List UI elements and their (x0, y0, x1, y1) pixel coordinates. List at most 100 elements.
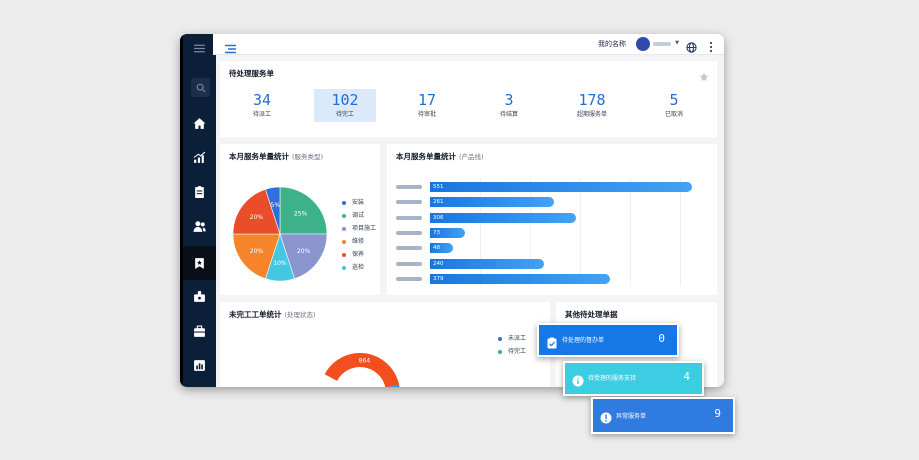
pie-slice[interactable] (232, 233, 281, 280)
pending-orders-title: 待处理服务单 (229, 69, 274, 78)
stat-label: 已取消 (664, 111, 683, 118)
floater-label: 异常服务单 (616, 413, 647, 420)
chevron-down-icon[interactable]: ▼ (675, 40, 679, 46)
stat-overdue-orders[interactable]: 178 超期服务单 (561, 89, 623, 122)
stat-value: 17 (417, 91, 437, 109)
legend-label: 安装 (352, 199, 365, 206)
pie-slice-label: 20% (250, 214, 264, 221)
trend-chart-icon[interactable] (183, 143, 216, 171)
unfinished-legend: 未派工 待完工 (498, 332, 526, 358)
legend-label: 待完工 (508, 348, 527, 355)
star-icon[interactable] (699, 67, 709, 82)
pie-slice-label: 5% (271, 202, 281, 209)
product-line-title: 本月服务单量统计 (产品线) (396, 152, 484, 161)
bar-value-label: 379 (433, 275, 444, 282)
legend-label: 维修 (352, 238, 365, 245)
stat-value: 3 (504, 91, 514, 109)
clipboard-icon (546, 334, 558, 349)
clipboard-icon[interactable] (183, 177, 216, 205)
legend-item[interactable]: 调试 (342, 209, 376, 222)
stat-label: 超期服务单 (576, 111, 607, 118)
badge-icon[interactable] (183, 282, 216, 310)
avatar[interactable] (636, 37, 650, 51)
floater-count: 0 (658, 332, 665, 345)
report-icon[interactable] (183, 351, 216, 379)
bar-category-placeholder (396, 230, 422, 235)
bar[interactable]: 379 (430, 273, 611, 284)
bar[interactable]: 48 (430, 243, 453, 254)
stat-label: 待审批 (417, 111, 436, 118)
legend-label: 巡检 (352, 264, 365, 271)
user-name[interactable]: 我的名称 (598, 40, 626, 48)
users-icon[interactable] (183, 212, 216, 240)
donut-slice-label: 864 (359, 357, 371, 364)
legend-item[interactable]: 项目施工 (342, 222, 376, 235)
globe-icon[interactable] (686, 38, 697, 53)
service-type-card: 本月服务单量统计 (服务类型) 25% 20% 10% 20% 20% 5% 安装 调试 项目施… (220, 144, 380, 295)
bookmark-icon[interactable] (183, 246, 216, 280)
service-type-pie-chart: 25% 20% 10% 20% 20% 5% (232, 186, 328, 282)
stat-cancelled[interactable]: 5 已取消 (643, 89, 705, 122)
stat-value: 34 (252, 91, 272, 109)
abnormal-orders-button[interactable]: 异常服务单 9 (591, 397, 735, 434)
bar-category-placeholder (396, 185, 422, 189)
bar-category-placeholder (396, 200, 422, 205)
sidebar-search-icon[interactable] (191, 78, 210, 97)
unfinished-orders-card: 未完工工单统计 (处理状态) 864 513 未派工 待完工 (220, 302, 550, 387)
other-orders-title: 其他待处理单据 (565, 310, 618, 319)
stat-pending-settlement[interactable]: 3 待结算 (478, 89, 540, 122)
bar[interactable]: 306 (430, 212, 576, 223)
donut-slice[interactable] (324, 353, 400, 387)
service-type-legend: 安装调试 项目施工维修保养巡检 (342, 196, 376, 274)
user-role-placeholder (653, 42, 671, 46)
home-icon[interactable] (183, 109, 216, 137)
bar-category-placeholder (396, 261, 422, 266)
stat-value: 5 (669, 91, 679, 109)
stat-pending-dispatch[interactable]: 34 待派工 (231, 89, 293, 122)
bar[interactable]: 240 (430, 258, 545, 269)
legend-label: 未派工 (508, 335, 527, 342)
stat-label: 待完工 (335, 111, 354, 118)
pie-slice[interactable] (279, 186, 328, 235)
floater-count: 9 (714, 407, 721, 420)
info-icon (572, 372, 584, 387)
bar[interactable]: 551 (430, 182, 692, 192)
donut-slice[interactable] (368, 384, 400, 387)
stat-pending-approval[interactable]: 17 待审批 (396, 89, 458, 122)
bar-value-label: 240 (433, 260, 444, 267)
support-requests-button[interactable]: 待受理的服务支持 4 (563, 361, 704, 396)
bar-value-label: 551 (433, 184, 444, 190)
toolbox-icon[interactable] (183, 317, 216, 345)
legend-item[interactable]: 待完工 (498, 345, 526, 358)
floater-label: 待处理的督办单 (562, 337, 605, 344)
legend-item[interactable]: 安装 (342, 196, 376, 209)
stat-value: 102 (331, 91, 359, 109)
pie-slice[interactable] (265, 186, 281, 235)
more-options-icon[interactable] (709, 38, 713, 53)
pie-slice-label: 25% (294, 210, 308, 217)
sidebar (180, 34, 216, 387)
legend-label: 保养 (352, 251, 365, 258)
supervision-orders-button[interactable]: 待处理的督办单 0 (537, 323, 679, 357)
bar-value-label: 261 (433, 199, 444, 206)
pie-slice-label: 10% (273, 260, 287, 267)
service-type-title: 本月服务单量统计 (服务类型) (229, 152, 324, 161)
floater-count: 4 (683, 370, 690, 383)
pie-slice[interactable] (279, 233, 328, 280)
unfinished-orders-title: 未完工工单统计 (处理状态) (229, 310, 316, 319)
legend-item[interactable]: 巡检 (342, 261, 376, 274)
bar-category-placeholder (396, 276, 422, 281)
sidebar-collapse-icon[interactable] (183, 40, 216, 56)
bar-value-label: 48 (433, 245, 440, 252)
pie-slice[interactable] (232, 188, 281, 235)
legend-item[interactable]: 维修 (342, 235, 376, 248)
stat-pending-completion[interactable]: 102 待完工 (314, 89, 376, 122)
bar-category-placeholder (396, 215, 422, 220)
floater-label: 待受理的服务支持 (588, 375, 637, 382)
bar-category-placeholder (396, 246, 422, 251)
legend-item[interactable]: 未派工 (498, 332, 526, 345)
legend-item[interactable]: 保养 (342, 248, 376, 261)
bar[interactable]: 73 (430, 227, 465, 238)
menu-toggle-icon[interactable] (225, 39, 236, 54)
bar[interactable]: 261 (430, 197, 555, 208)
